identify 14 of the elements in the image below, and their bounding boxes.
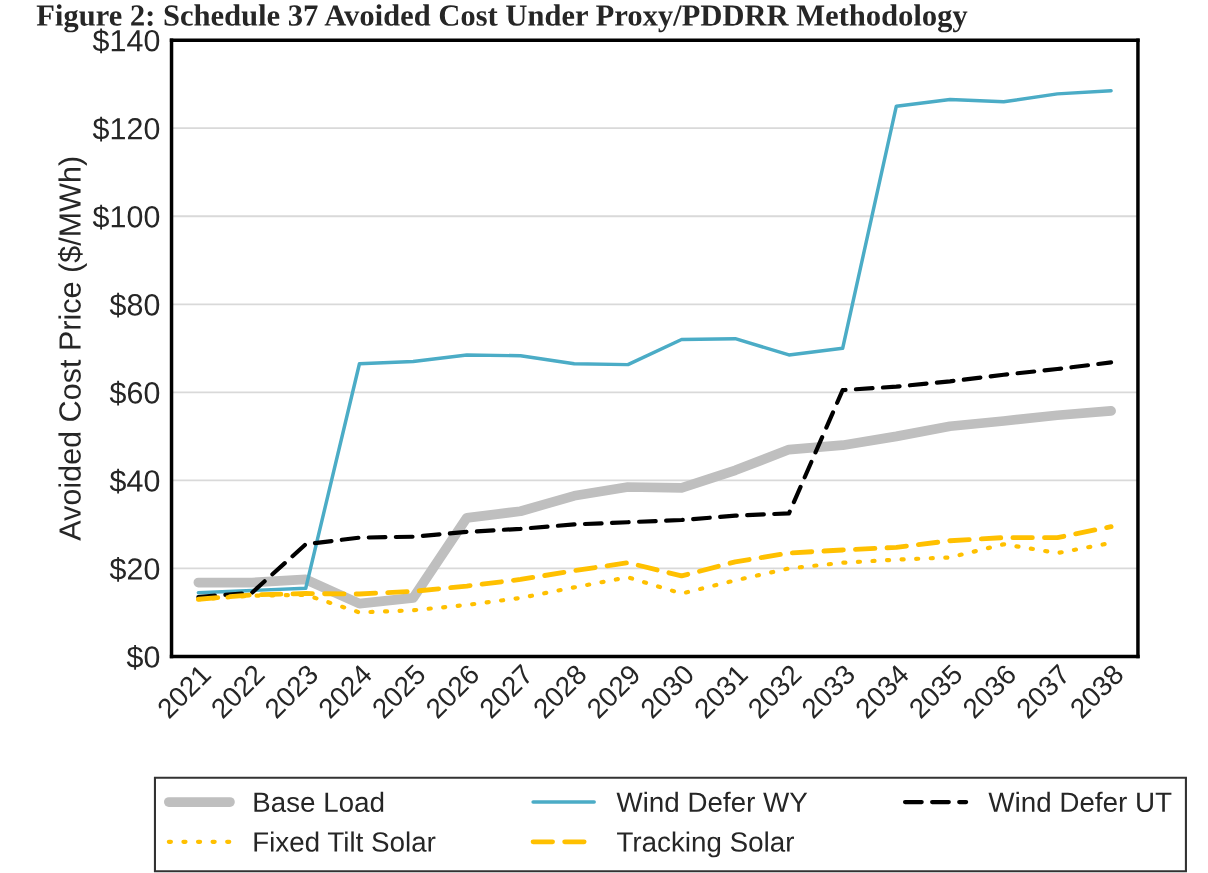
y-tick-label: $0 [126,644,160,670]
y-tick-label: $40 [109,468,160,494]
line-series [196,89,1113,595]
y-tick-label: $80 [109,292,160,318]
legend-label: Base Load [254,791,384,813]
legend-label: Wind Defer WY [616,791,808,813]
y-tick-label: $100 [92,204,160,230]
y-tick-label: $60 [109,380,160,406]
legend-label: Wind Defer UT [988,791,1172,813]
y-axis-title: Avoided Cost Price ($/MWh) [57,157,87,541]
y-tick-label: $120 [92,116,160,142]
legend-label: Fixed Tilt Solar [254,831,436,852]
legend-label: Tracking Solar [617,831,794,858]
y-tick-label: $20 [109,556,160,582]
